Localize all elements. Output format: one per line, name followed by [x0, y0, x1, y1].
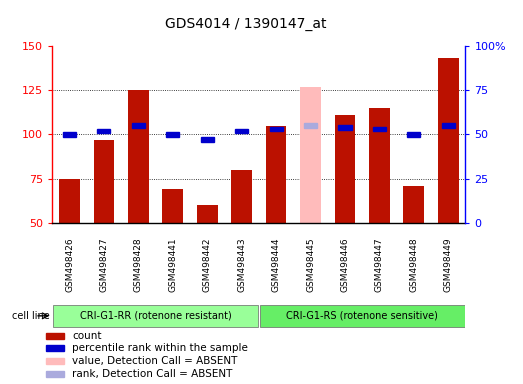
Text: percentile rank within the sample: percentile rank within the sample — [72, 343, 248, 353]
Text: count: count — [72, 331, 101, 341]
Bar — [335, 115, 355, 223]
Text: GSM498444: GSM498444 — [271, 238, 281, 292]
Bar — [197, 205, 218, 223]
Bar — [373, 127, 386, 131]
Text: GSM498441: GSM498441 — [168, 238, 177, 292]
Text: rank, Detection Call = ABSENT: rank, Detection Call = ABSENT — [72, 369, 232, 379]
Text: CRI-G1-RR (rotenone resistant): CRI-G1-RR (rotenone resistant) — [79, 311, 232, 321]
Bar — [266, 126, 287, 223]
Bar — [59, 179, 80, 223]
Text: value, Detection Call = ABSENT: value, Detection Call = ABSENT — [72, 356, 237, 366]
Bar — [128, 90, 149, 223]
Text: GSM498443: GSM498443 — [237, 238, 246, 292]
Text: GSM498446: GSM498446 — [340, 238, 349, 292]
Bar — [201, 137, 214, 142]
Bar — [231, 170, 252, 223]
Bar — [304, 123, 317, 128]
Bar — [442, 123, 455, 128]
Text: GSM498449: GSM498449 — [444, 238, 453, 292]
Text: CRI-G1-RS (rotenone sensitive): CRI-G1-RS (rotenone sensitive) — [286, 311, 438, 321]
Bar — [235, 129, 248, 133]
Bar — [47, 333, 64, 339]
Text: GSM498442: GSM498442 — [203, 238, 212, 292]
Bar — [163, 189, 183, 223]
Bar — [300, 87, 321, 223]
Bar — [97, 129, 110, 133]
Bar — [269, 127, 282, 131]
Text: GSM498427: GSM498427 — [99, 238, 108, 292]
Bar — [403, 185, 424, 223]
Text: GSM498426: GSM498426 — [65, 238, 74, 292]
Text: GDS4014 / 1390147_at: GDS4014 / 1390147_at — [165, 17, 326, 31]
Bar — [47, 358, 64, 364]
Bar — [338, 125, 351, 129]
Bar — [53, 305, 258, 327]
Bar — [63, 132, 76, 137]
Text: GSM498428: GSM498428 — [134, 238, 143, 292]
Bar — [166, 132, 179, 137]
Bar — [94, 140, 114, 223]
Bar — [47, 346, 64, 351]
Text: GSM498445: GSM498445 — [306, 238, 315, 292]
Text: GSM498448: GSM498448 — [410, 238, 418, 292]
Bar — [369, 108, 390, 223]
Bar — [259, 305, 465, 327]
Bar — [438, 58, 459, 223]
Bar — [132, 123, 145, 128]
Text: GSM498447: GSM498447 — [375, 238, 384, 292]
Bar — [47, 371, 64, 377]
Text: cell line: cell line — [12, 311, 50, 321]
Bar — [407, 132, 420, 137]
